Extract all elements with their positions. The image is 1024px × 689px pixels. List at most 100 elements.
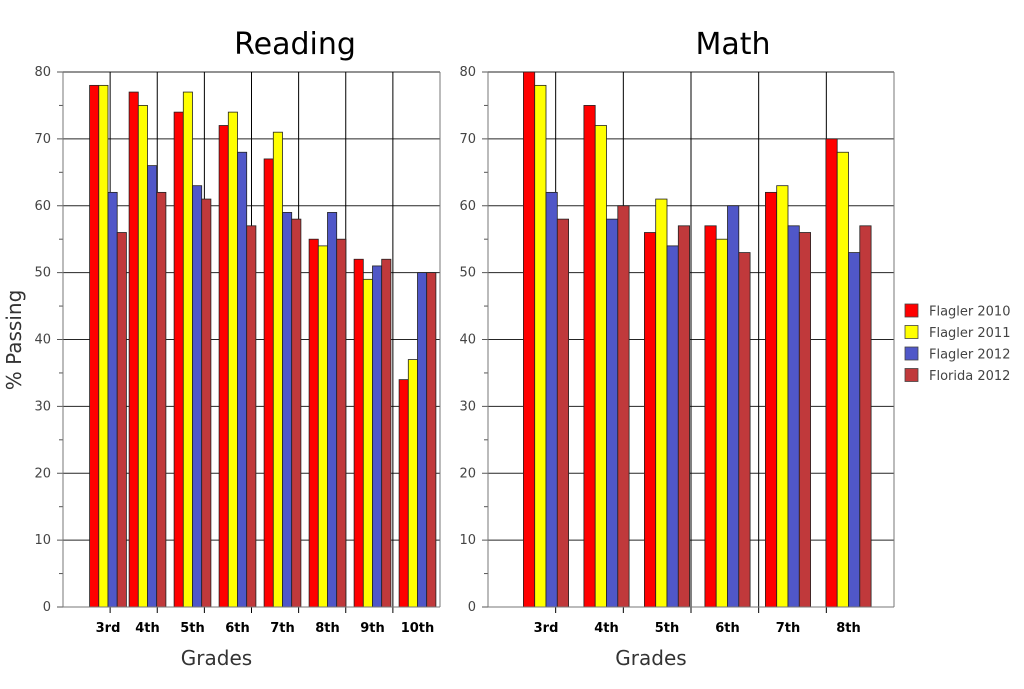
bar-math-7th-3 bbox=[798, 232, 811, 608]
x-tick-label: 3rd bbox=[534, 621, 559, 636]
bar-reading-9th-3 bbox=[381, 258, 392, 608]
bar-math-7th-2 bbox=[787, 225, 800, 608]
bar-reading-4th-1 bbox=[137, 105, 148, 608]
bar-math-3rd-0 bbox=[523, 71, 536, 608]
bar-math-5th-1 bbox=[655, 198, 668, 608]
y-tick-label: 20 bbox=[34, 466, 51, 481]
x-axis-title: Grades bbox=[615, 646, 686, 670]
bar-reading-10th-2 bbox=[417, 272, 428, 608]
x-tick-label: 5th bbox=[655, 621, 680, 636]
x-tick-label: 6th bbox=[225, 621, 250, 636]
y-tick-label: 70 bbox=[459, 132, 476, 147]
bar-math-4th-1 bbox=[594, 125, 607, 608]
legend-swatch bbox=[904, 346, 919, 361]
bar-math-8th-1 bbox=[836, 151, 849, 608]
bar-reading-7th-1 bbox=[272, 131, 283, 608]
y-tick-label: 60 bbox=[459, 199, 476, 214]
x-tick-label: 4th bbox=[594, 621, 619, 636]
bar-reading-5th-1 bbox=[182, 91, 193, 608]
bar-reading-6th-3 bbox=[246, 225, 257, 608]
x-tick-label: 10th bbox=[401, 621, 435, 636]
bar-reading-3rd-0 bbox=[89, 84, 100, 608]
chart-panel-reading: Reading 0 10 20 30 40 50 60 70 80 3rd 4th 5th 6th 7th 8… bbox=[2, 27, 441, 670]
x-tick-label: 5th bbox=[180, 621, 205, 636]
bar-math-5th-0 bbox=[644, 232, 657, 608]
bar-reading-4th-0 bbox=[128, 91, 139, 608]
chart-title: Math bbox=[695, 27, 770, 62]
y-tick-label: 10 bbox=[459, 533, 476, 548]
bar-reading-6th-2 bbox=[237, 151, 248, 608]
bar-reading-4th-2 bbox=[147, 165, 158, 608]
x-tick-label: 3rd bbox=[96, 621, 121, 636]
y-tick-label: 10 bbox=[34, 533, 51, 548]
bar-reading-8th-0 bbox=[308, 238, 319, 608]
legend-label: Flagler 2012 bbox=[929, 348, 1010, 363]
bar-reading-3rd-1 bbox=[98, 84, 109, 608]
x-axis-title: Grades bbox=[181, 646, 252, 670]
chart-panel-math: Math 0 10 20 30 40 50 60 70 80 3rd 4th 5th 6th 7th 8th G… bbox=[459, 27, 895, 670]
bar-math-5th-3 bbox=[677, 225, 690, 608]
x-tick-label: 7th bbox=[270, 621, 295, 636]
bar-math-3rd-1 bbox=[534, 84, 547, 608]
bar-reading-8th-2 bbox=[327, 212, 338, 608]
bar-math-7th-0 bbox=[765, 191, 778, 608]
bar-reading-9th-0 bbox=[353, 258, 364, 608]
bar-math-7th-1 bbox=[776, 185, 789, 608]
x-tick-label: 7th bbox=[776, 621, 801, 636]
bar-reading-5th-3 bbox=[201, 198, 212, 608]
y-tick-label: 20 bbox=[459, 466, 476, 481]
bar-math-6th-2 bbox=[727, 205, 740, 608]
bar-reading-9th-2 bbox=[372, 265, 383, 608]
bar-math-4th-0 bbox=[583, 105, 596, 608]
y-axis-title: % Passing bbox=[2, 290, 26, 391]
bar-math-5th-2 bbox=[666, 245, 679, 608]
bar-reading-3rd-3 bbox=[116, 232, 127, 608]
bar-math-8th-0 bbox=[825, 138, 838, 608]
bar-math-3rd-2 bbox=[545, 191, 558, 608]
y-tick-label: 70 bbox=[34, 132, 51, 147]
y-tick-label: 30 bbox=[34, 399, 51, 414]
y-tick-label: 30 bbox=[459, 399, 476, 414]
y-tick-label: 50 bbox=[459, 266, 476, 281]
legend-label: Flagler 2010 bbox=[929, 305, 1010, 320]
y-tick-label: 40 bbox=[459, 333, 476, 348]
y-tick-label: 80 bbox=[459, 65, 476, 80]
bar-reading-8th-1 bbox=[317, 245, 328, 608]
bar-reading-7th-3 bbox=[291, 218, 302, 608]
bar-reading-6th-0 bbox=[218, 125, 229, 608]
bar-reading-3rd-2 bbox=[107, 191, 118, 608]
bar-reading-4th-3 bbox=[156, 191, 167, 608]
bar-reading-5th-2 bbox=[192, 185, 203, 608]
bar-math-6th-0 bbox=[704, 225, 717, 608]
y-tick-label: 80 bbox=[34, 65, 51, 80]
bar-reading-8th-3 bbox=[336, 238, 347, 608]
bar-math-4th-3 bbox=[617, 205, 630, 608]
bar-reading-10th-1 bbox=[407, 359, 418, 608]
bar-math-6th-3 bbox=[738, 252, 751, 608]
legend-label: Florida 2012 bbox=[929, 369, 1010, 384]
bar-reading-6th-1 bbox=[227, 111, 238, 608]
bar-math-6th-1 bbox=[715, 238, 728, 608]
y-tick-label: 60 bbox=[34, 199, 51, 214]
y-tick-label: 50 bbox=[34, 266, 51, 281]
x-tick-label: 4th bbox=[135, 621, 160, 636]
legend-swatch bbox=[904, 303, 919, 318]
x-tick-label: 9th bbox=[360, 621, 385, 636]
bar-math-8th-2 bbox=[848, 252, 861, 608]
bar-math-4th-2 bbox=[606, 218, 619, 608]
x-tick-label: 6th bbox=[715, 621, 740, 636]
x-tick-label: 8th bbox=[315, 621, 340, 636]
legend-label: Flagler 2011 bbox=[929, 326, 1010, 341]
y-tick-label: 40 bbox=[34, 333, 51, 348]
bar-math-8th-3 bbox=[859, 225, 872, 608]
chart-legend: Flagler 2010 Flagler 2011 Flagler 2012 Flor… bbox=[904, 303, 1010, 384]
x-tick-label: 8th bbox=[836, 621, 861, 636]
legend-swatch bbox=[904, 368, 919, 382]
chart-title: Reading bbox=[234, 27, 356, 62]
legend-swatch bbox=[904, 325, 919, 339]
bar-math-3rd-3 bbox=[556, 218, 569, 608]
y-tick-label: 0 bbox=[43, 600, 51, 615]
bar-reading-5th-0 bbox=[173, 111, 184, 608]
